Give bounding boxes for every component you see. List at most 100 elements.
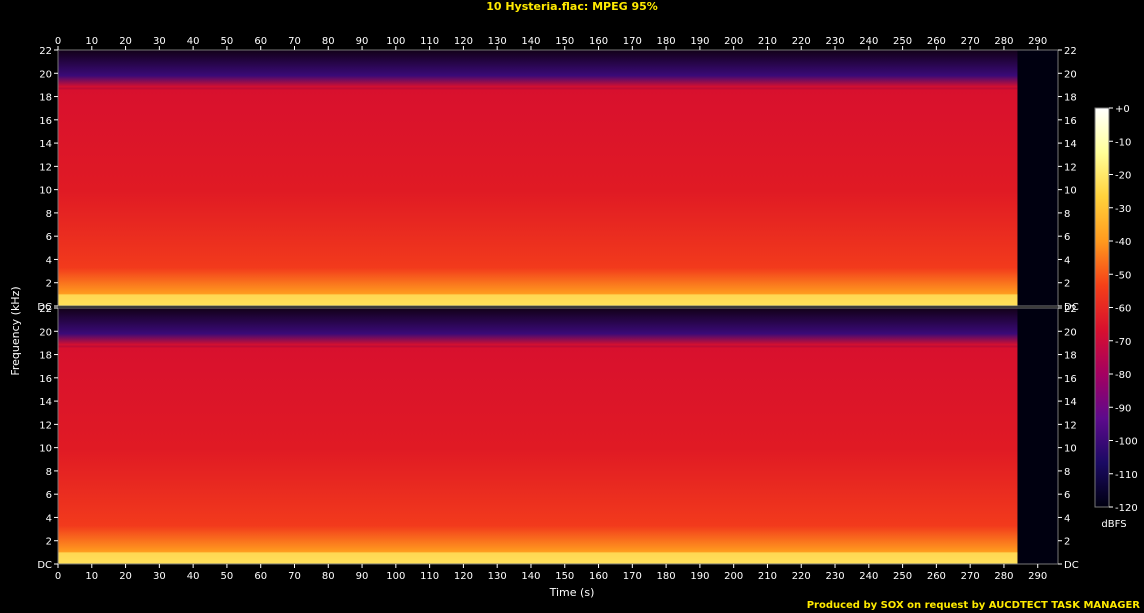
x-tick-label-top: 40 [187,36,200,47]
y-tick-label-right: 10 [1064,444,1077,455]
x-tick-label-bottom: 80 [322,571,335,582]
y-tick-label-left: 4 [46,255,52,266]
y-tick-label-right: 18 [1064,93,1077,104]
y-tick-label-left: 16 [39,374,52,385]
y-tick-label-right: 14 [1064,139,1077,150]
x-axis-top: 0 10 20 30 40 50 60 70 80 90 100 110 120 130 140 150 160… [55,36,1047,50]
y-tick-label-left: 18 [39,93,52,104]
x-tick-label-bottom: 0 [55,571,61,582]
x-tick-label-bottom: 150 [555,571,574,582]
x-axis-label: Time (s) [549,586,595,599]
x-tick-label-top: 80 [322,36,335,47]
y-tick-label-left: 18 [39,351,52,362]
y-tick-label-left: 10 [39,444,52,455]
x-tick-label-top: 190 [690,36,709,47]
x-tick-label-top: 210 [758,36,777,47]
y-tick-label-right: 14 [1064,397,1077,408]
colorbar-tick-label: -70 [1115,337,1131,348]
y-tick-label-left: 22 [39,46,52,57]
x-tick-label-bottom: 50 [221,571,234,582]
x-tick-label-top: 30 [153,36,166,47]
y-tick-label-left: 4 [46,513,52,524]
colorbar-scale [1094,107,1110,508]
x-tick-label-bottom: 110 [420,571,439,582]
colorbar-tick-label: -10 [1115,137,1131,148]
x-tick-label-bottom: 120 [454,571,473,582]
channel-1-bass-band [58,294,1018,306]
x-tick-label-bottom: 210 [758,571,777,582]
footer-credit: Produced by SOX on request by AUCDTECT T… [806,600,1140,611]
y-tick-label-left: DC [37,302,52,313]
y-tick-label-left: 2 [46,279,52,290]
y-tick-label-right: 18 [1064,351,1077,362]
x-tick-label-top: 170 [623,36,642,47]
x-tick-label-bottom: 90 [356,571,369,582]
x-tick-label-top: 150 [555,36,574,47]
y-tick-label-right: 12 [1064,162,1077,173]
x-tick-label-bottom: 250 [893,571,912,582]
y-tick-label-left: DC [37,560,52,571]
x-tick-label-bottom: 130 [488,571,507,582]
y-tick-label-right: 20 [1064,327,1077,338]
x-tick-label-bottom: 20 [119,571,132,582]
x-tick-label-top: 280 [994,36,1013,47]
x-tick-label-bottom: 40 [187,571,200,582]
x-tick-label-top: 250 [893,36,912,47]
x-tick-label-top: 110 [420,36,439,47]
x-tick-label-top: 240 [859,36,878,47]
y-tick-label-right: 20 [1064,69,1077,80]
y-tick-label-right: 4 [1064,513,1070,524]
x-tick-label-top: 260 [927,36,946,47]
x-tick-label-bottom: 220 [792,571,811,582]
y-tick-label-right: 4 [1064,255,1070,266]
x-tick-label-bottom: 290 [1028,571,1047,582]
x-tick-label-top: 50 [221,36,234,47]
x-tick-label-bottom: 60 [254,571,267,582]
x-tick-label-top: 120 [454,36,473,47]
x-tick-label-bottom: 240 [859,571,878,582]
x-tick-label-bottom: 70 [288,571,301,582]
colorbar-tick-label: -30 [1115,204,1131,215]
channel-2-bass-band [58,552,1018,564]
x-tick-label-top: 100 [386,36,405,47]
x-tick-label-bottom: 30 [153,571,166,582]
y-tick-label-left: 14 [39,397,52,408]
channel-2-cutoff [58,345,1018,348]
y-tick-label-right: DC [1064,302,1079,313]
channel-1-frame [57,49,1059,307]
y-tick-label-right: 6 [1064,490,1070,501]
y-tick-label-left: 20 [39,327,52,338]
x-tick-label-top: 0 [55,36,61,47]
x-tick-label-bottom: 190 [690,571,709,582]
x-tick-label-bottom: 160 [589,571,608,582]
x-tick-label-top: 90 [356,36,369,47]
x-tick-label-top: 200 [724,36,743,47]
x-tick-label-bottom: 140 [521,571,540,582]
channel-1-cutoff [58,87,1018,90]
colorbar-tick-label: -120 [1115,503,1138,514]
y-tick-label-right: 2 [1064,537,1070,548]
colorbar-tick-label: +0 [1115,104,1130,115]
y-tick-label-right: 16 [1064,116,1077,127]
y-axis-label: Frequency (kHz) [9,286,22,376]
x-tick-label-top: 290 [1028,36,1047,47]
colorbar-tick-label: -100 [1115,437,1138,448]
y-tick-label-left: 10 [39,186,52,197]
y-tick-label-left: 8 [46,209,52,220]
x-tick-label-bottom: 180 [657,571,676,582]
x-axis-bottom: 0 10 20 30 40 50 60 70 80 90 100 110 120 130 140 150 160… [55,564,1047,582]
y-tick-label-left: 12 [39,162,52,173]
y-tick-label-left: 16 [39,116,52,127]
x-tick-label-top: 130 [488,36,507,47]
colorbar-label: dBFS [1101,519,1127,530]
x-tick-label-bottom: 100 [386,571,405,582]
y-tick-label-left: 2 [46,537,52,548]
colorbar-tick-label: -20 [1115,171,1131,182]
y-tick-label-left: 22 [39,304,52,315]
colorbar: +0 -10 -20 -30 -40 -50 -60 -70 -80 -90 -100 -110 -12… [1094,104,1138,514]
x-tick-label-bottom: 230 [825,571,844,582]
y-tick-label-left: 8 [46,467,52,478]
colorbar-tick-label: -60 [1115,304,1131,315]
colorbar-tick-label: -80 [1115,370,1131,381]
